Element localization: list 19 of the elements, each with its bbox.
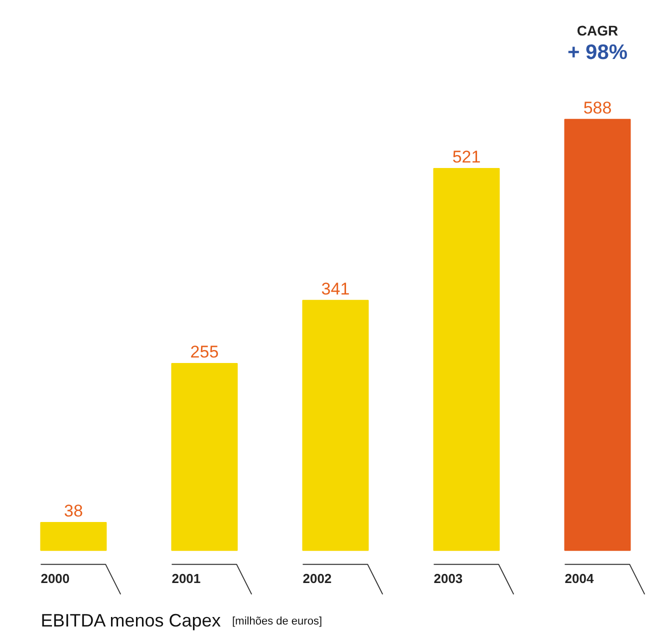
x-tick-label: 2002 [302, 570, 332, 586]
bar [171, 362, 238, 551]
data-label: 255 [190, 342, 219, 362]
data-label: 588 [583, 98, 612, 118]
bar [302, 300, 369, 551]
data-label: 521 [452, 148, 481, 167]
text: EBITDA menos Capex [40, 610, 221, 630]
x-tick-label: 2003 [434, 570, 463, 586]
text: + 98% [567, 40, 628, 64]
data-label: 38 [64, 501, 83, 520]
text: CAGR [576, 22, 618, 38]
bar [564, 118, 631, 551]
x-tick-label: 2004 [564, 570, 594, 586]
text: [milhões de euros] [232, 615, 322, 628]
x-tick-label: 2001 [172, 570, 201, 586]
bar [40, 522, 107, 551]
bar [433, 168, 500, 551]
x-tick-label: 2000 [40, 570, 70, 586]
data-label: 341 [321, 279, 350, 298]
